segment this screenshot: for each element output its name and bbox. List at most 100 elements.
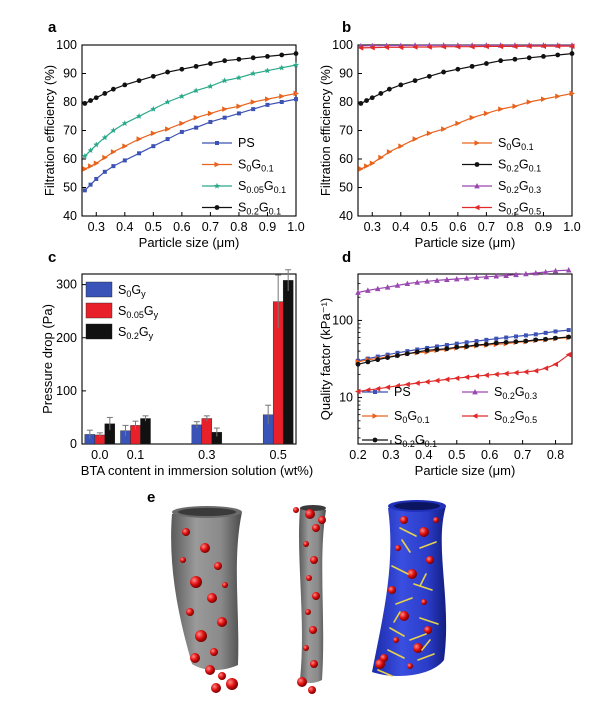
data-point — [434, 377, 440, 384]
data-point — [101, 134, 108, 141]
series-S0G0.1 — [358, 90, 575, 172]
data-point — [398, 143, 404, 149]
data-point — [483, 110, 490, 117]
data-point — [553, 329, 558, 334]
particle-sphere — [217, 617, 227, 627]
x-tick-label: 0.5 — [448, 448, 465, 462]
data-point — [397, 44, 404, 51]
data-point — [404, 280, 411, 287]
plot-frame — [357, 273, 573, 445]
legend-label: S0.2G0.5 — [498, 201, 541, 217]
particle-sphere — [308, 686, 316, 694]
data-point — [453, 375, 460, 382]
legend-swatch — [85, 302, 113, 319]
nanorod — [419, 573, 427, 587]
particle-sphere — [303, 645, 309, 651]
data-point — [483, 372, 489, 378]
data-point — [473, 373, 480, 379]
data-point — [250, 99, 257, 105]
data-point — [88, 182, 93, 187]
data-point — [440, 43, 447, 50]
particle-sphere — [312, 592, 320, 600]
nanorod — [419, 541, 437, 549]
x-axis-label: Particle size (μm) — [415, 235, 516, 250]
particle-sphere — [186, 608, 194, 616]
data-point — [503, 339, 509, 345]
data-point — [279, 52, 285, 58]
bar — [282, 280, 294, 445]
x-tick-label: 0.5 — [145, 220, 162, 234]
particle-sphere — [424, 626, 432, 634]
x-tick-label: 0.1 — [127, 448, 144, 462]
data-point — [81, 152, 88, 159]
series-S0.05G0.1 — [81, 61, 300, 159]
data-point — [364, 98, 369, 103]
data-point — [136, 136, 143, 142]
data-point — [444, 343, 449, 348]
data-point — [165, 69, 171, 75]
legend-label: S0G0.1 — [238, 158, 274, 174]
data-point — [395, 353, 400, 359]
legend-label: S0.2G0.1 — [238, 201, 281, 217]
panel-a-chart: 0.3 0.4 0.5 0.6 0.7 0.8 0.9 1.0 40 50 60 70 80 90 100 P… — [42, 38, 305, 250]
data-point — [454, 344, 460, 350]
data-point — [412, 78, 418, 84]
data-point — [555, 93, 561, 100]
data-point — [293, 90, 299, 97]
data-point — [236, 103, 242, 110]
data-point — [87, 147, 94, 154]
legend-marker — [214, 161, 220, 168]
data-point — [414, 349, 420, 355]
nanorod — [409, 633, 427, 641]
series-line — [357, 269, 569, 294]
data-point — [207, 110, 214, 117]
x-tick-label: 0.7 — [478, 220, 495, 234]
legend-marker — [474, 204, 480, 211]
data-point — [404, 351, 410, 357]
data-point — [498, 58, 504, 64]
particle-sphere — [226, 678, 238, 690]
data-point — [503, 272, 509, 278]
legend-label: S0.2Gy — [118, 325, 154, 341]
x-tick-label: 0.4 — [392, 220, 409, 234]
particle-sphere — [421, 599, 427, 605]
y-tick-label: 40 — [63, 209, 77, 223]
data-point — [179, 129, 184, 134]
data-point — [454, 341, 459, 346]
data-point — [412, 44, 418, 50]
data-point — [165, 137, 170, 142]
bar — [140, 418, 151, 445]
x-tick-label: 1.0 — [563, 220, 580, 234]
data-point — [164, 98, 171, 105]
data-point — [493, 273, 500, 279]
legend-marker — [213, 182, 221, 189]
data-point — [378, 154, 384, 161]
data-point — [444, 276, 450, 283]
legend-marker — [474, 183, 480, 189]
plot-frame — [81, 273, 297, 445]
legend-marker — [474, 162, 480, 167]
series-S0.2G0.5 — [355, 351, 572, 395]
particle-sphere — [305, 509, 315, 519]
grey-thick-fiber — [171, 506, 242, 671]
data-point — [542, 268, 549, 275]
data-point — [569, 43, 575, 49]
data-point — [88, 98, 93, 103]
data-point — [179, 66, 185, 72]
data-point — [358, 166, 364, 172]
data-point — [369, 95, 375, 101]
data-point — [565, 351, 572, 358]
data-point — [498, 106, 504, 112]
particle-sphere — [207, 593, 217, 603]
data-point — [473, 274, 480, 280]
data-point — [469, 63, 475, 69]
legend-marker — [472, 413, 478, 419]
particle-sphere — [211, 683, 221, 693]
data-point — [236, 56, 242, 62]
data-point — [540, 96, 547, 102]
legend-label: S0.2G0.1 — [394, 433, 437, 449]
data-point — [464, 344, 470, 349]
data-point — [386, 149, 393, 155]
data-point — [110, 149, 117, 155]
